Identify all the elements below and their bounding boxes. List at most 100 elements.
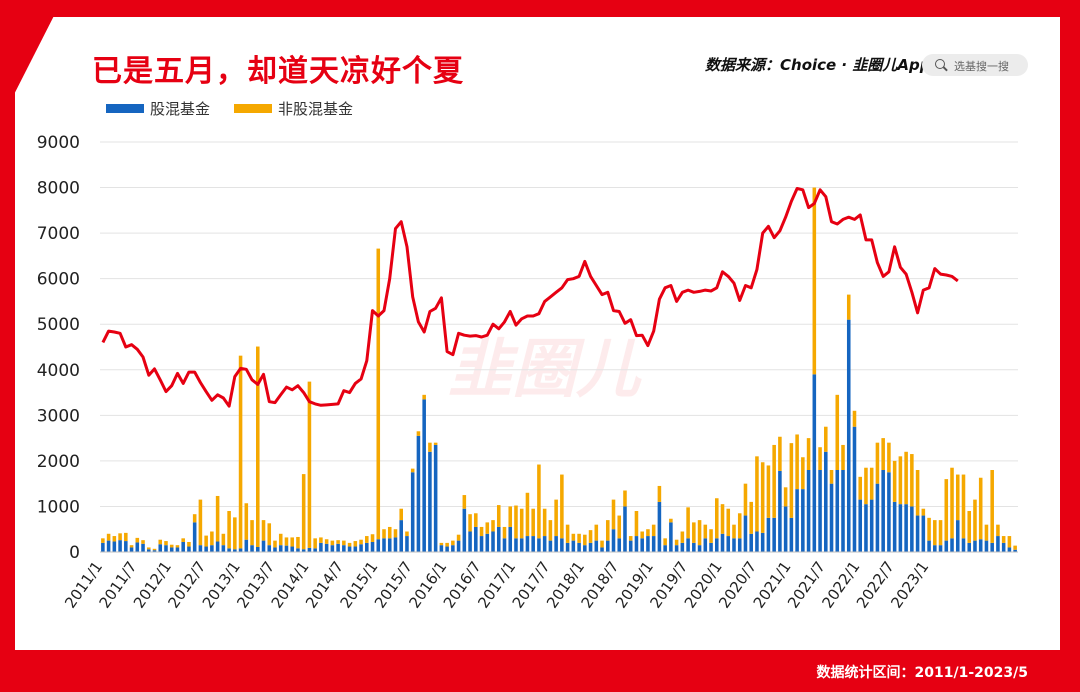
search-placeholder: 选基搜一搜 xyxy=(954,60,1009,73)
bar-non-equity xyxy=(227,511,231,549)
bar-equity xyxy=(789,517,794,552)
bar-equity xyxy=(898,504,903,552)
bar-non-equity xyxy=(657,485,662,502)
bar-non-equity xyxy=(795,434,799,490)
footer-range: 数据统计区间：2011/1-2023/5 xyxy=(816,665,1028,681)
bar-non-equity xyxy=(164,541,168,546)
bar-non-equity xyxy=(296,536,300,549)
bar-equity xyxy=(623,506,627,552)
bar-non-equity xyxy=(910,454,914,507)
bar-equity xyxy=(405,536,409,552)
bar-non-equity xyxy=(405,531,409,537)
bar-non-equity xyxy=(365,536,369,543)
bar-equity xyxy=(554,536,558,552)
bar-equity xyxy=(537,538,541,552)
bar-equity xyxy=(732,538,736,552)
bar-non-equity xyxy=(588,530,593,543)
corner-triangle xyxy=(0,0,62,122)
bar-equity xyxy=(892,501,897,552)
bar-non-equity xyxy=(674,539,679,546)
bar-equity xyxy=(227,548,231,552)
bar-non-equity xyxy=(548,520,553,541)
bar-non-equity xyxy=(560,474,564,539)
bar-non-equity xyxy=(646,529,650,537)
bar-non-equity xyxy=(474,513,478,527)
bar-non-equity xyxy=(933,520,937,546)
bar-non-equity xyxy=(250,520,254,546)
bar-non-equity xyxy=(743,483,748,516)
bar-equity xyxy=(657,501,662,552)
search-box[interactable]: 选基搜一搜 xyxy=(922,54,1028,76)
bar-equity xyxy=(869,499,874,552)
legend-item-non-equity: 非股混基金 xyxy=(234,98,353,119)
bar-non-equity xyxy=(726,508,731,537)
bar-non-equity xyxy=(244,503,249,540)
bar-non-equity xyxy=(749,501,753,534)
y-tick-label: 5000 xyxy=(37,315,80,335)
bar-non-equity xyxy=(824,426,828,452)
bar-equity xyxy=(961,538,966,552)
bar-equity xyxy=(284,545,289,552)
bar-equity xyxy=(583,545,587,552)
bar-non-equity xyxy=(996,524,1000,537)
bar-non-equity xyxy=(967,511,972,543)
bar-equity xyxy=(1013,549,1017,552)
bar-non-equity xyxy=(944,479,949,541)
data-source: 数据来源：Choice · 韭圈儿App xyxy=(705,56,931,74)
bar-equity xyxy=(445,546,449,552)
bar-non-equity xyxy=(198,499,203,546)
y-tick-label: 0 xyxy=(69,543,80,563)
bar-equity xyxy=(766,517,771,552)
bar-equity xyxy=(634,536,639,552)
bar-equity xyxy=(462,508,467,552)
bar-non-equity xyxy=(841,444,845,470)
bar-equity xyxy=(772,517,776,552)
bar-equity xyxy=(669,522,673,552)
chart-title: 已是五月，却道天凉好个夏 xyxy=(92,54,464,89)
bar-equity xyxy=(910,506,914,552)
bar-non-equity xyxy=(319,537,323,543)
bar-non-equity xyxy=(261,520,266,541)
bar-non-equity xyxy=(892,460,897,502)
bar-non-equity xyxy=(387,526,392,539)
bar-non-equity xyxy=(519,508,524,539)
bar-equity xyxy=(703,538,708,552)
bar-non-equity xyxy=(359,539,363,545)
bar-non-equity xyxy=(720,504,725,534)
bar-non-equity xyxy=(101,538,105,543)
bar-non-equity xyxy=(737,513,742,539)
bar-equity xyxy=(393,537,398,552)
bar-non-equity xyxy=(915,470,920,516)
bar-non-equity xyxy=(410,468,415,473)
bar-non-equity xyxy=(789,443,794,518)
bar-non-equity xyxy=(439,542,444,546)
bar-equity xyxy=(646,536,650,552)
bar-non-equity xyxy=(806,438,811,470)
bar-equity xyxy=(479,536,484,552)
bar-non-equity xyxy=(611,499,616,530)
bar-non-equity xyxy=(508,506,513,527)
bar-non-equity xyxy=(496,505,501,527)
bar-non-equity xyxy=(835,394,840,470)
bar-non-equity xyxy=(422,394,426,400)
bar-non-equity xyxy=(950,467,954,539)
bar-equity xyxy=(525,536,530,552)
bar-equity xyxy=(881,470,885,552)
bar-non-equity xyxy=(118,533,122,541)
bar-equity xyxy=(933,545,937,552)
bar-equity xyxy=(514,538,518,552)
bar-equity xyxy=(296,548,300,552)
bar-equity xyxy=(904,504,908,552)
bar-non-equity xyxy=(628,536,633,541)
bar-equity xyxy=(256,546,260,552)
bar-non-equity xyxy=(451,540,455,546)
bar-equity xyxy=(737,538,742,552)
y-tick-label: 9000 xyxy=(37,133,80,153)
bar-equity xyxy=(600,547,604,552)
bar-non-equity xyxy=(766,465,771,518)
bar-non-equity xyxy=(284,537,289,546)
bar-non-equity xyxy=(938,520,943,546)
bar-equity xyxy=(106,540,111,552)
bar-non-equity xyxy=(818,447,822,470)
bar-non-equity xyxy=(336,540,340,544)
